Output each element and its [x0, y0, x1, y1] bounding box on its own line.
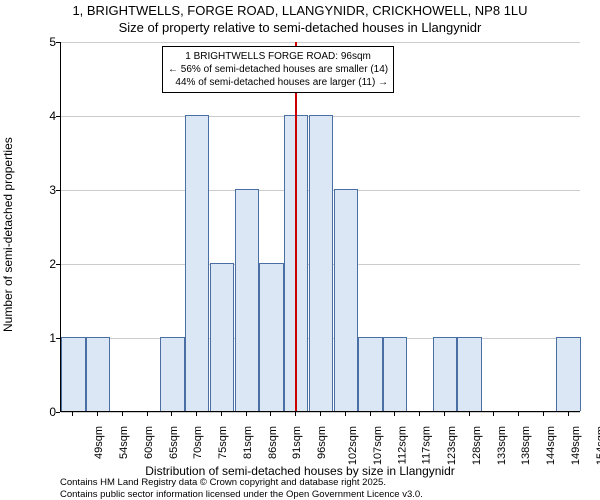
histogram-bar	[185, 115, 209, 411]
annotation-box: 1 BRIGHTWELLS FORGE ROAD: 96sqm ← 56% of…	[162, 46, 394, 93]
x-tick-label: 81sqm	[242, 426, 254, 459]
x-tick-label: 60sqm	[143, 426, 155, 459]
y-axis-label: Number of semi-detached properties	[1, 137, 15, 332]
x-tick-mark	[147, 412, 148, 416]
x-tick-label: 144sqm	[545, 426, 557, 465]
x-tick-label: 123sqm	[446, 426, 458, 465]
x-tick-mark	[394, 412, 395, 416]
chart-title-line1: 1, BRIGHTWELLS, FORGE ROAD, LLANGYNIDR, …	[0, 3, 600, 18]
x-tick-mark	[444, 412, 445, 416]
annotation-line1: 1 BRIGHTWELLS FORGE ROAD: 96sqm	[168, 50, 388, 63]
histogram-bar	[358, 337, 382, 411]
x-tick-label: 86sqm	[267, 426, 279, 459]
chart-title-line2: Size of property relative to semi-detach…	[0, 20, 600, 35]
histogram-bar	[334, 189, 358, 411]
annotation-line2: ← 56% of semi-detached houses are smalle…	[168, 63, 388, 76]
y-tick-label: 0	[26, 405, 56, 419]
x-tick-label: 75sqm	[217, 426, 229, 459]
x-tick-mark	[469, 412, 470, 416]
histogram-bar	[210, 263, 234, 411]
x-tick-mark	[72, 412, 73, 416]
plot-area	[60, 42, 580, 412]
histogram-bar	[61, 337, 85, 411]
histogram-chart: 1, BRIGHTWELLS, FORGE ROAD, LLANGYNIDR, …	[0, 0, 600, 500]
x-tick-label: 91sqm	[292, 426, 304, 459]
x-tick-mark	[122, 412, 123, 416]
x-tick-mark	[221, 412, 222, 416]
x-tick-label: 70sqm	[192, 426, 204, 459]
x-tick-label: 49sqm	[93, 426, 105, 459]
y-tick-label: 2	[26, 257, 56, 271]
x-tick-label: 65sqm	[168, 426, 180, 459]
y-tick-mark	[56, 412, 60, 413]
x-tick-label: 154sqm	[595, 426, 600, 465]
x-tick-label: 102sqm	[347, 426, 359, 465]
y-tick-mark	[56, 264, 60, 265]
x-tick-mark	[295, 412, 296, 416]
x-axis-label: Distribution of semi-detached houses by …	[0, 464, 600, 478]
histogram-bar	[259, 263, 283, 411]
histogram-bar	[86, 337, 110, 411]
x-tick-label: 107sqm	[372, 426, 384, 465]
x-tick-mark	[171, 412, 172, 416]
annotation-line3: 44% of semi-detached houses are larger (…	[168, 76, 388, 89]
y-tick-mark	[56, 116, 60, 117]
histogram-bar	[160, 337, 184, 411]
x-tick-label: 54sqm	[118, 426, 130, 459]
histogram-bar	[309, 115, 333, 411]
y-tick-label: 4	[26, 109, 56, 123]
x-tick-label: 117sqm	[421, 426, 433, 464]
y-tick-label: 3	[26, 183, 56, 197]
attribution-line2: Contains public sector information licen…	[60, 489, 423, 500]
x-tick-label: 128sqm	[471, 426, 483, 465]
reference-line	[295, 42, 297, 411]
histogram-bar	[457, 337, 481, 411]
x-tick-label: 138sqm	[520, 426, 532, 465]
x-tick-mark	[419, 412, 420, 416]
x-tick-mark	[543, 412, 544, 416]
gridline	[61, 42, 580, 43]
x-tick-mark	[345, 412, 346, 416]
x-tick-label: 112sqm	[396, 426, 408, 464]
x-tick-mark	[370, 412, 371, 416]
x-tick-mark	[246, 412, 247, 416]
y-tick-mark	[56, 190, 60, 191]
x-tick-mark	[518, 412, 519, 416]
x-tick-label: 133sqm	[496, 426, 508, 465]
y-tick-label: 5	[26, 35, 56, 49]
x-tick-label: 149sqm	[570, 426, 582, 465]
histogram-bar	[235, 189, 259, 411]
histogram-bar	[556, 337, 580, 411]
histogram-bar	[433, 337, 457, 411]
x-tick-mark	[320, 412, 321, 416]
x-tick-mark	[196, 412, 197, 416]
attribution-line1: Contains HM Land Registry data © Crown c…	[60, 477, 423, 488]
x-tick-mark	[568, 412, 569, 416]
x-tick-mark	[97, 412, 98, 416]
histogram-bar	[383, 337, 407, 411]
y-tick-mark	[56, 338, 60, 339]
y-tick-mark	[56, 42, 60, 43]
x-tick-label: 96sqm	[316, 426, 328, 459]
y-tick-label: 1	[26, 331, 56, 345]
x-tick-mark	[493, 412, 494, 416]
attribution: Contains HM Land Registry data © Crown c…	[60, 477, 423, 500]
x-tick-mark	[270, 412, 271, 416]
